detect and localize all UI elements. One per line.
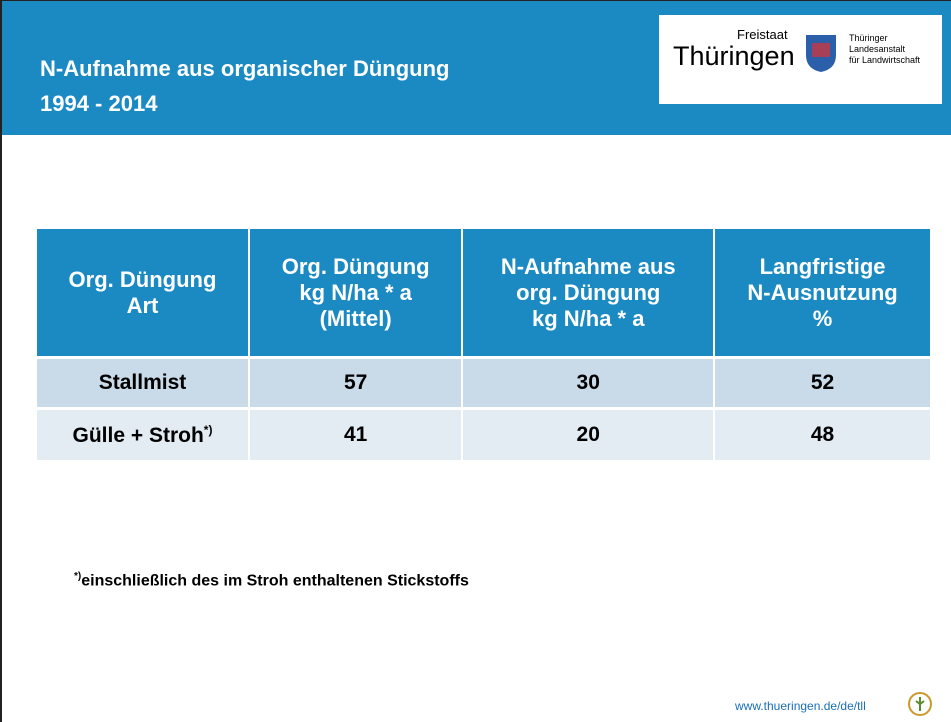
header-line: (Mittel) xyxy=(319,305,392,331)
title: 1994 - 2014 xyxy=(40,91,158,116)
column-header: Org. Düngung Art xyxy=(37,229,250,358)
table-cell: 48 xyxy=(714,407,932,460)
column-header: N-Aufnahme aus org. Düngung kg N/ha * a xyxy=(462,229,716,358)
table-cell: 52 xyxy=(714,356,932,409)
logo-text: Thüringen xyxy=(673,41,795,71)
header-line: Org. Düngung xyxy=(68,266,217,292)
column-header: Langfristige N-Ausnutzung% xyxy=(714,229,932,358)
logo-text: für Landwirtschaft xyxy=(849,55,921,65)
header-line: N-Ausnutzung xyxy=(747,279,898,305)
column-header: Org. Düngung kg N/ha * a (Mittel) xyxy=(248,229,464,358)
header-line: Org. Düngung xyxy=(281,253,430,279)
cell-text: Stallmist xyxy=(98,371,187,394)
table-cell: 20 xyxy=(462,407,716,460)
footnote: *)einschließlich des im Stroh enthaltene… xyxy=(74,571,469,590)
table-cell: 30 xyxy=(462,356,716,409)
table-row: Gülle + Stroh*) 41 20 48 xyxy=(37,407,932,460)
logo-text: Thüringer xyxy=(849,33,888,43)
header-line: org. Düngung xyxy=(516,279,661,305)
table-row: Stallmist 57 30 52 xyxy=(37,356,932,409)
table-cell: Stallmist xyxy=(37,356,250,409)
footer-logo xyxy=(908,692,932,716)
logo-text: Freistaat xyxy=(737,27,788,42)
header-line: Langfristige xyxy=(759,253,886,279)
title: N-Aufnahme aus organischer Düngung xyxy=(40,56,450,81)
header-line: kg N/ha * a xyxy=(299,279,412,305)
institute: Thüringer Landesanstalt für Landwirtscha… xyxy=(849,33,920,66)
logo: Freistaat Thüringen Thüringer Landesanst… xyxy=(659,15,942,104)
header: N-Aufnahme aus organischer Düngung 1994 … xyxy=(2,1,951,135)
header-line: N-Aufnahme aus xyxy=(500,253,676,279)
footer-url: www.thueringen.de/de/tll xyxy=(735,699,866,713)
table: Org. Düngung Art Org. Düngung kg N/ha * a (M… xyxy=(37,229,932,460)
coat-of-arms xyxy=(806,35,836,72)
header-line: Art xyxy=(126,292,159,318)
table-cell: Gülle + Stroh*) xyxy=(37,407,250,460)
table-cell: 57 xyxy=(248,356,464,409)
table-cell: 41 xyxy=(248,407,464,460)
footnote-mark: *) xyxy=(74,571,82,582)
cell-sup: *) xyxy=(203,422,213,437)
header-line: kg N/ha * a xyxy=(531,305,645,331)
logo-text: Landesanstalt xyxy=(849,44,906,54)
footnote-text: einschließlich des im Stroh enthaltenen … xyxy=(81,572,469,590)
header-line: % xyxy=(812,305,833,331)
cell-text: Gülle + Stroh xyxy=(72,423,204,447)
